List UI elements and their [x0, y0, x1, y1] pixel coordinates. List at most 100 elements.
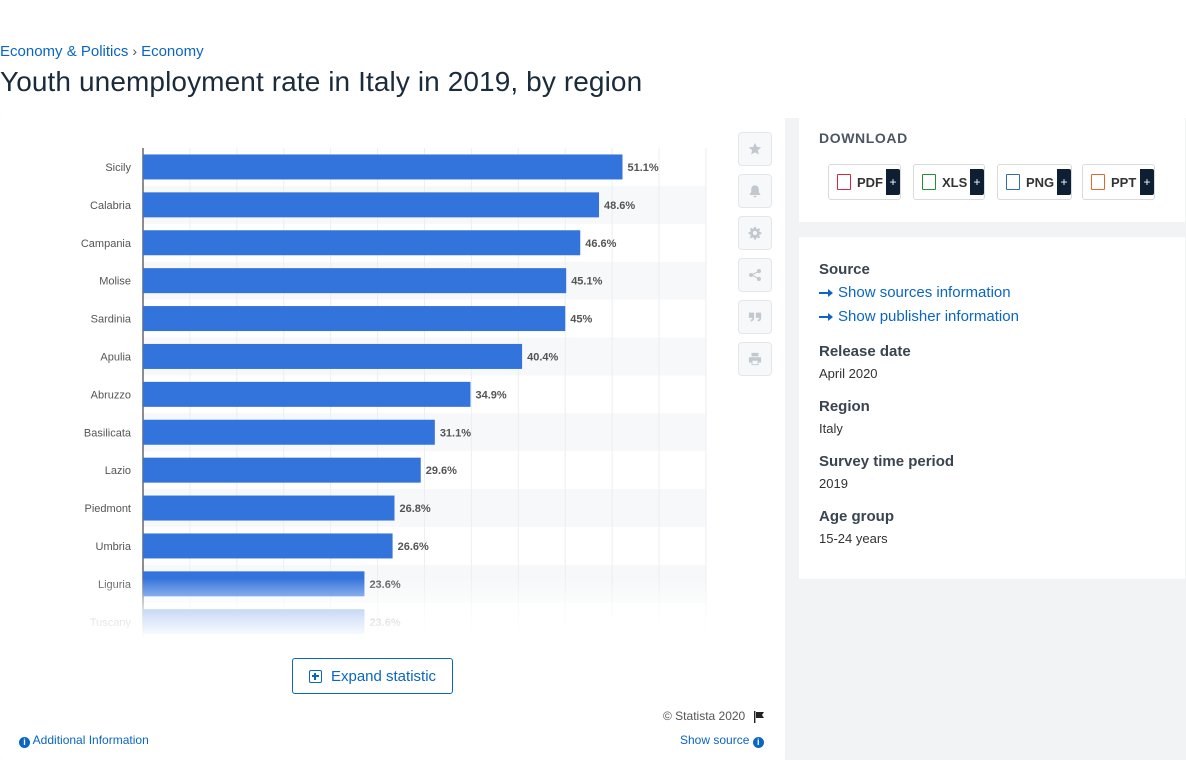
download-xls-plus[interactable]: +: [970, 169, 984, 195]
notification-button[interactable]: [738, 174, 772, 208]
survey-period-label: Survey time period: [819, 453, 955, 470]
bar-molise: [143, 268, 567, 294]
favorite-button[interactable]: [738, 132, 772, 166]
category-label: Campania: [81, 238, 132, 250]
bar-liguria: [143, 571, 365, 597]
bar-sardinia: [143, 306, 566, 332]
value-label: 26.6%: [398, 541, 429, 553]
show-source-label: Show source: [680, 733, 750, 747]
category-label: Umbria: [96, 541, 132, 553]
bar-sicily: [143, 154, 623, 180]
flag-icon[interactable]: [753, 710, 765, 723]
breadcrumb-economy[interactable]: Economy: [141, 43, 204, 60]
category-label: Molise: [99, 276, 131, 288]
download-ppt-label: PPT: [1111, 174, 1137, 190]
bar-umbria: [143, 533, 393, 559]
category-label: Liguria: [98, 579, 132, 591]
bar-basilicata: [143, 419, 435, 445]
value-label: 40.4%: [527, 351, 558, 363]
bar-campania: [143, 230, 581, 256]
additional-information-link[interactable]: i Additional Information: [19, 733, 149, 748]
show-publisher-link[interactable]: Show publisher information: [819, 308, 1019, 325]
gear-icon: [748, 226, 762, 240]
chart-svg: Sicily 51.1% Calabria 48.6% Campania 46.6% Mol…: [81, 148, 707, 638]
value-label: 34.9%: [475, 389, 506, 401]
side-toolbar: [738, 132, 772, 384]
category-label: Basilicata: [84, 427, 132, 439]
breadcrumb: Economy & Politics › Economy: [0, 43, 204, 60]
info-icon: i: [19, 737, 30, 748]
download-pdf-label: PDF: [857, 174, 883, 190]
arrow-right-icon: [819, 289, 833, 298]
plus-square-icon: [308, 669, 322, 683]
ppt-file-icon: [1091, 174, 1105, 190]
bar-calabria: [143, 192, 600, 218]
copyright-text: © Statista 2020: [663, 709, 746, 723]
value-label: 51.1%: [627, 162, 658, 174]
download-png-label: PNG: [1026, 174, 1055, 190]
download-title: DOWNLOAD: [819, 130, 908, 146]
region-value: Italy: [819, 421, 843, 436]
print-icon: [748, 352, 762, 366]
category-label: Sicily: [105, 162, 131, 174]
info-card: Source Show sources information Show pub…: [799, 237, 1185, 579]
bell-icon: [749, 185, 761, 198]
show-sources-label: Show sources information: [838, 284, 1011, 301]
value-label: 23.6%: [369, 579, 400, 591]
download-pdf-button[interactable]: PDF +: [828, 164, 901, 200]
arrow-right-icon: [819, 313, 833, 322]
show-sources-link[interactable]: Show sources information: [819, 284, 1011, 301]
category-label: Abruzzo: [91, 389, 131, 401]
region-label: Region: [819, 398, 870, 415]
pdf-file-icon: [837, 174, 851, 190]
download-ppt-plus[interactable]: +: [1140, 169, 1154, 195]
info-icon: i: [752, 737, 764, 748]
page-title: Youth unemployment rate in Italy in 2019…: [0, 66, 643, 97]
value-label: 31.1%: [440, 427, 471, 439]
xls-file-icon: [922, 174, 936, 190]
download-card: DOWNLOAD PDF + XLS + PNG + PPT +: [799, 118, 1185, 222]
bar-piedmont: [143, 495, 395, 521]
show-publisher-label: Show publisher information: [838, 308, 1019, 325]
value-label: 45%: [570, 314, 592, 326]
download-ppt-button[interactable]: PPT +: [1082, 164, 1155, 200]
show-source-link[interactable]: Show source i: [680, 733, 764, 748]
category-label: Tuscany: [90, 617, 132, 629]
additional-information-label: Additional Information: [32, 733, 149, 747]
print-button[interactable]: [738, 342, 772, 376]
category-label: Apulia: [100, 351, 131, 363]
star-icon: [748, 142, 762, 155]
age-group-label: Age group: [819, 508, 894, 525]
bar-chart: Sicily 51.1% Calabria 48.6% Campania 46.6% Mol…: [0, 148, 720, 638]
share-button[interactable]: [738, 258, 772, 292]
category-label: Calabria: [90, 200, 132, 212]
download-pdf-plus[interactable]: +: [886, 169, 900, 195]
value-label: 45.1%: [571, 276, 602, 288]
survey-period-value: 2019: [819, 476, 848, 491]
download-png-plus[interactable]: +: [1057, 169, 1071, 195]
category-label: Sardinia: [91, 314, 132, 326]
value-label: 23.6%: [369, 617, 400, 629]
category-label: Piedmont: [85, 503, 131, 515]
bar-apulia: [143, 343, 523, 369]
release-date-value: April 2020: [819, 366, 878, 381]
expand-statistic-button[interactable]: Expand statistic: [292, 658, 453, 694]
value-label: 46.6%: [585, 238, 616, 250]
header-band: Economy & Politics › Economy Youth unemplo…: [0, 0, 1186, 118]
value-label: 29.6%: [426, 465, 457, 477]
copyright: © Statista 2020: [663, 709, 765, 723]
breadcrumb-separator: ›: [132, 43, 138, 59]
value-label: 48.6%: [604, 200, 635, 212]
source-label: Source: [819, 261, 870, 278]
breadcrumb-economy-politics[interactable]: Economy & Politics: [0, 43, 129, 60]
bar-abruzzo: [143, 381, 471, 407]
bar-tuscany: [143, 609, 365, 635]
category-label: Lazio: [105, 465, 131, 477]
settings-button[interactable]: [738, 216, 772, 250]
download-png-button[interactable]: PNG +: [997, 164, 1072, 200]
cite-button[interactable]: [738, 300, 772, 334]
png-file-icon: [1006, 174, 1020, 190]
quote-icon: [748, 312, 762, 322]
download-xls-button[interactable]: XLS +: [913, 164, 985, 200]
value-label: 26.8%: [399, 503, 430, 515]
